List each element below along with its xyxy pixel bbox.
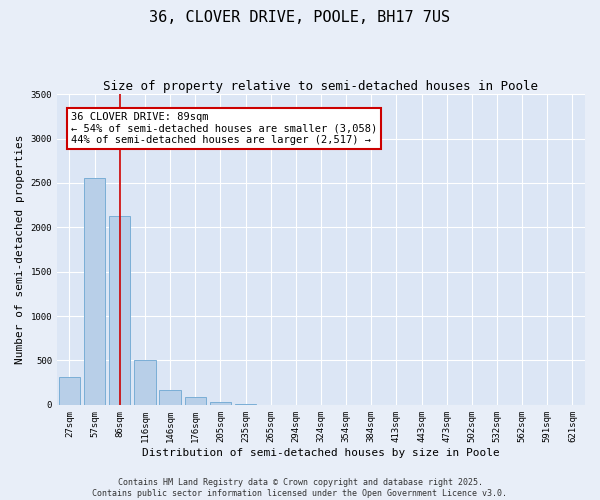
Bar [185, 398, 206, 405]
Bar [84, 178, 106, 405]
X-axis label: Distribution of semi-detached houses by size in Poole: Distribution of semi-detached houses by … [142, 448, 500, 458]
Title: Size of property relative to semi-detached houses in Poole: Size of property relative to semi-detach… [103, 80, 538, 93]
Bar [160, 390, 181, 405]
Text: 36, CLOVER DRIVE, POOLE, BH17 7US: 36, CLOVER DRIVE, POOLE, BH17 7US [149, 10, 451, 25]
Text: 36 CLOVER DRIVE: 89sqm
← 54% of semi-detached houses are smaller (3,058)
44% of : 36 CLOVER DRIVE: 89sqm ← 54% of semi-det… [71, 112, 377, 145]
Bar [109, 216, 130, 405]
Text: Contains HM Land Registry data © Crown copyright and database right 2025.
Contai: Contains HM Land Registry data © Crown c… [92, 478, 508, 498]
Bar [134, 360, 155, 405]
Bar [209, 402, 231, 405]
Bar [59, 378, 80, 405]
Y-axis label: Number of semi-detached properties: Number of semi-detached properties [15, 134, 25, 364]
